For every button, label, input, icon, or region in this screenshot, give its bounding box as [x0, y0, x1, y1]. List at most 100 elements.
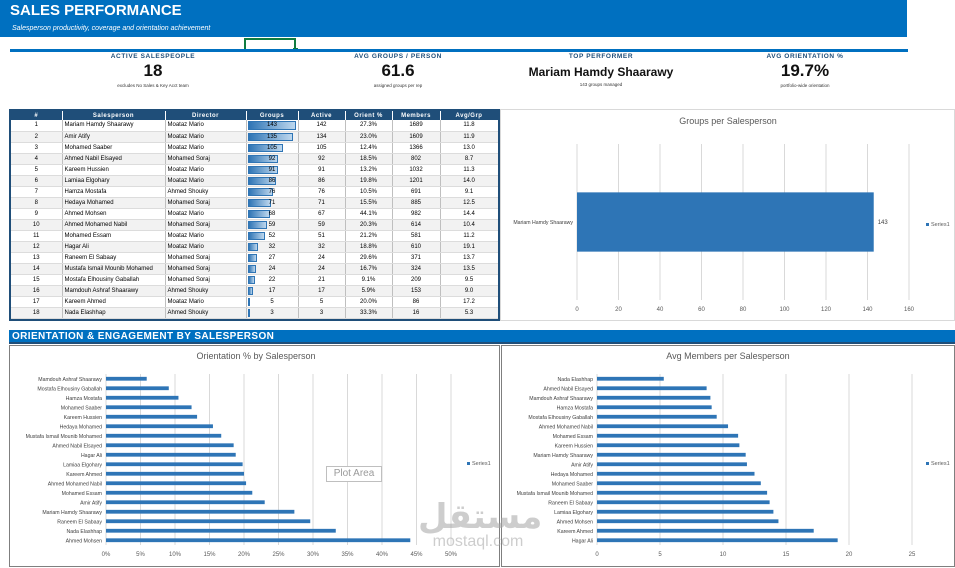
table-cell[interactable]: 11.9	[440, 131, 498, 143]
table-cell[interactable]: 324	[392, 263, 441, 275]
table-cell[interactable]: 32	[246, 241, 299, 253]
table-cell[interactable]: Mohamed Soraj	[165, 219, 247, 231]
table-cell[interactable]: 11.8	[440, 120, 498, 132]
table-cell[interactable]: Moataz Mario	[165, 131, 247, 143]
table-cell[interactable]: 1	[11, 120, 63, 132]
table-cell[interactable]: 76	[298, 186, 346, 198]
table-cell[interactable]: 67	[298, 208, 346, 220]
table-cell[interactable]: Moataz Mario	[165, 175, 247, 187]
table-cell[interactable]: Mohamed Essam	[62, 230, 166, 242]
table-cell[interactable]: Hedaya Mohamed	[62, 197, 166, 209]
table-cell[interactable]: Moataz Mario	[165, 142, 247, 154]
table-cell[interactable]: 14.4	[440, 208, 498, 220]
table-row[interactable]: 5 Kareem Hussien Moataz Mario 91 91 13.2% 1032…	[11, 164, 498, 176]
table-cell[interactable]: 18.8%	[345, 241, 393, 253]
table-cell[interactable]: Mamdouh Ashraf Shaarawy	[62, 285, 166, 297]
table-cell[interactable]: Mariam Hamdy Shaarawy	[62, 120, 166, 132]
table-cell[interactable]: 91	[298, 164, 346, 176]
table-cell[interactable]: 982	[392, 208, 441, 220]
table-cell[interactable]: 12.5	[440, 197, 498, 209]
table-cell[interactable]: 59	[298, 219, 346, 231]
table-cell[interactable]: 13.0	[440, 142, 498, 154]
table-cell[interactable]: 8.7	[440, 153, 498, 165]
table-cell[interactable]: Hagar Ali	[62, 241, 166, 253]
table-row[interactable]: 6 Lamiaa Elgohary Moataz Mario 86 86 19.8% 120…	[11, 175, 498, 187]
table-cell[interactable]: Moataz Mario	[165, 208, 247, 220]
table-cell[interactable]: 1366	[392, 142, 441, 154]
table-cell[interactable]: 86	[392, 296, 441, 308]
table-cell[interactable]: 17	[246, 285, 299, 297]
table-cell[interactable]: 23.0%	[345, 131, 393, 143]
column-header[interactable]: Members	[392, 111, 441, 120]
table-cell[interactable]: 24	[298, 263, 346, 275]
column-header[interactable]: Orient %	[345, 111, 393, 120]
column-header[interactable]: Avg/Grp	[440, 111, 498, 120]
table-cell[interactable]: 1689	[392, 120, 441, 132]
table-cell[interactable]: 16	[392, 307, 441, 319]
table-cell[interactable]: 802	[392, 153, 441, 165]
table-cell[interactable]: 21.2%	[345, 230, 393, 242]
table-cell[interactable]: 18.5%	[345, 153, 393, 165]
table-row[interactable]: 18 Nada Elashhap Ahmed Shouky 3 3 33.3% 16 5.3	[11, 307, 498, 319]
table-cell[interactable]: 71	[298, 197, 346, 209]
table-cell[interactable]: 13.5	[440, 263, 498, 275]
table-row[interactable]: 12 Hagar Ali Moataz Mario 32 32 18.8% 610 19.1	[11, 241, 498, 253]
table-cell[interactable]: 91	[246, 164, 299, 176]
table-cell[interactable]: Mostafa Elhousiny Gaballah	[62, 274, 166, 286]
table-cell[interactable]: 1609	[392, 131, 441, 143]
table-cell[interactable]: 105	[298, 142, 346, 154]
table-cell[interactable]: 68	[246, 208, 299, 220]
table-cell[interactable]: 27	[246, 252, 299, 264]
column-header[interactable]: Groups	[246, 111, 299, 120]
table-cell[interactable]: 52	[246, 230, 299, 242]
table-cell[interactable]: 9.1%	[345, 274, 393, 286]
table-cell[interactable]: 691	[392, 186, 441, 198]
table-cell[interactable]: 10.5%	[345, 186, 393, 198]
table-cell[interactable]: 86	[246, 175, 299, 187]
table-cell[interactable]: 22	[246, 274, 299, 286]
table-cell[interactable]: 15	[11, 274, 63, 286]
table-cell[interactable]: Moataz Mario	[165, 241, 247, 253]
table-cell[interactable]: 86	[298, 175, 346, 187]
table-cell[interactable]: 92	[246, 153, 299, 165]
table-cell[interactable]: 8	[11, 197, 63, 209]
table-row[interactable]: 11 Mohamed Essam Moataz Mario 52 51 21.2% 581 1…	[11, 230, 498, 242]
table-cell[interactable]: 17	[11, 296, 63, 308]
table-cell[interactable]: Mustafa Ismail Mounib Mohamed	[62, 263, 166, 275]
table-cell[interactable]: 10.4	[440, 219, 498, 231]
table-cell[interactable]: 21	[298, 274, 346, 286]
column-header[interactable]: Salesperson	[62, 111, 166, 120]
table-cell[interactable]: 885	[392, 197, 441, 209]
table-cell[interactable]: 1201	[392, 175, 441, 187]
table-cell[interactable]: 16	[11, 285, 63, 297]
table-cell[interactable]: 44.1%	[345, 208, 393, 220]
table-cell[interactable]: 71	[246, 197, 299, 209]
groups-chart-panel[interactable]: Groups per Salesperson 0 20 40 60 80 100 120 140…	[500, 109, 955, 321]
table-cell[interactable]: 135	[246, 131, 299, 143]
table-row[interactable]: 14 Mustafa Ismail Mounib Mohamed Mohamed S…	[11, 263, 498, 275]
table-row[interactable]: 17 Kareem Ahmed Moataz Mario 5 5 20.0% 86 17.2	[11, 296, 498, 308]
table-cell[interactable]: Mohamed Soraj	[165, 274, 247, 286]
table-cell[interactable]: 11	[11, 230, 63, 242]
table-cell[interactable]: 614	[392, 219, 441, 231]
table-cell[interactable]: Kareem Ahmed	[62, 296, 166, 308]
table-cell[interactable]: 12	[11, 241, 63, 253]
table-cell[interactable]: 13.7	[440, 252, 498, 264]
avg-members-chart-panel[interactable]: Avg Members per Salesperson 0 5 10 15 20 25 Nad…	[501, 345, 955, 567]
table-cell[interactable]: Ahmed Shouky	[165, 285, 247, 297]
table-cell[interactable]: Ahmed Shouky	[165, 307, 247, 319]
table-cell[interactable]: 5.3	[440, 307, 498, 319]
orientation-chart[interactable]: Orientation % by Salesperson 0% 5% 10% 15% 20…	[10, 346, 501, 568]
table-cell[interactable]: 153	[392, 285, 441, 297]
table-cell[interactable]: 1032	[392, 164, 441, 176]
table-cell[interactable]: 59	[246, 219, 299, 231]
table-row[interactable]: 10 Ahmed Mohamed Nabil Mohamed Soraj 59 59 20…	[11, 219, 498, 231]
table-row[interactable]: 8 Hedaya Mohamed Mohamed Soraj 71 71 15.5% 885…	[11, 197, 498, 209]
table-cell[interactable]: 51	[298, 230, 346, 242]
table-cell[interactable]: 5	[11, 164, 63, 176]
table-cell[interactable]: Moataz Mario	[165, 120, 247, 132]
table-cell[interactable]: Raneem El Sabaay	[62, 252, 166, 264]
table-cell[interactable]: 5	[298, 296, 346, 308]
table-cell[interactable]: 10	[11, 219, 63, 231]
table-cell[interactable]: 134	[298, 131, 346, 143]
